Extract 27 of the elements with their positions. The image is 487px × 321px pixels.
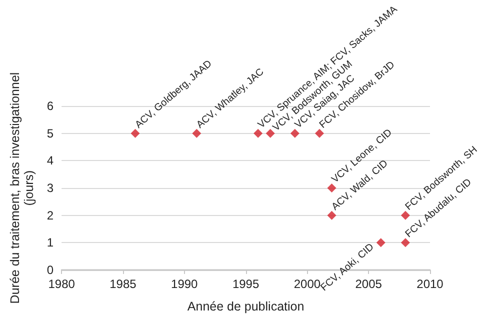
x-tick-label: 1995	[232, 277, 260, 291]
point	[192, 128, 202, 138]
point	[400, 210, 410, 220]
y-tick-label: 5	[46, 126, 54, 140]
y-axis-title: Durée du traitement, bras investigationnel (jours)	[8, 72, 36, 304]
point	[314, 128, 324, 138]
x-tick-label: 2000	[294, 277, 321, 291]
point	[266, 128, 275, 138]
y-tick-label: 0	[46, 263, 54, 277]
point	[400, 238, 410, 248]
x-tick-label: 1980	[48, 277, 76, 291]
point	[130, 128, 140, 138]
y-tick-label: 4	[46, 154, 54, 168]
y-tick-label: 6	[46, 99, 54, 113]
x-axis-title: Année de publication	[187, 300, 304, 314]
x-tick-label: 1990	[171, 277, 198, 291]
point	[327, 184, 336, 192]
point	[327, 210, 336, 220]
x-tick-label: 2010	[416, 277, 444, 291]
x-tick-label: 1985	[110, 277, 137, 291]
point	[376, 238, 386, 248]
x-tick-label: 2005	[355, 277, 382, 291]
y-tick-label: 2	[46, 208, 54, 222]
y-tick-label: 1	[46, 236, 54, 250]
y-tick-label: 3	[46, 181, 54, 195]
point	[290, 128, 300, 138]
point	[254, 128, 263, 138]
